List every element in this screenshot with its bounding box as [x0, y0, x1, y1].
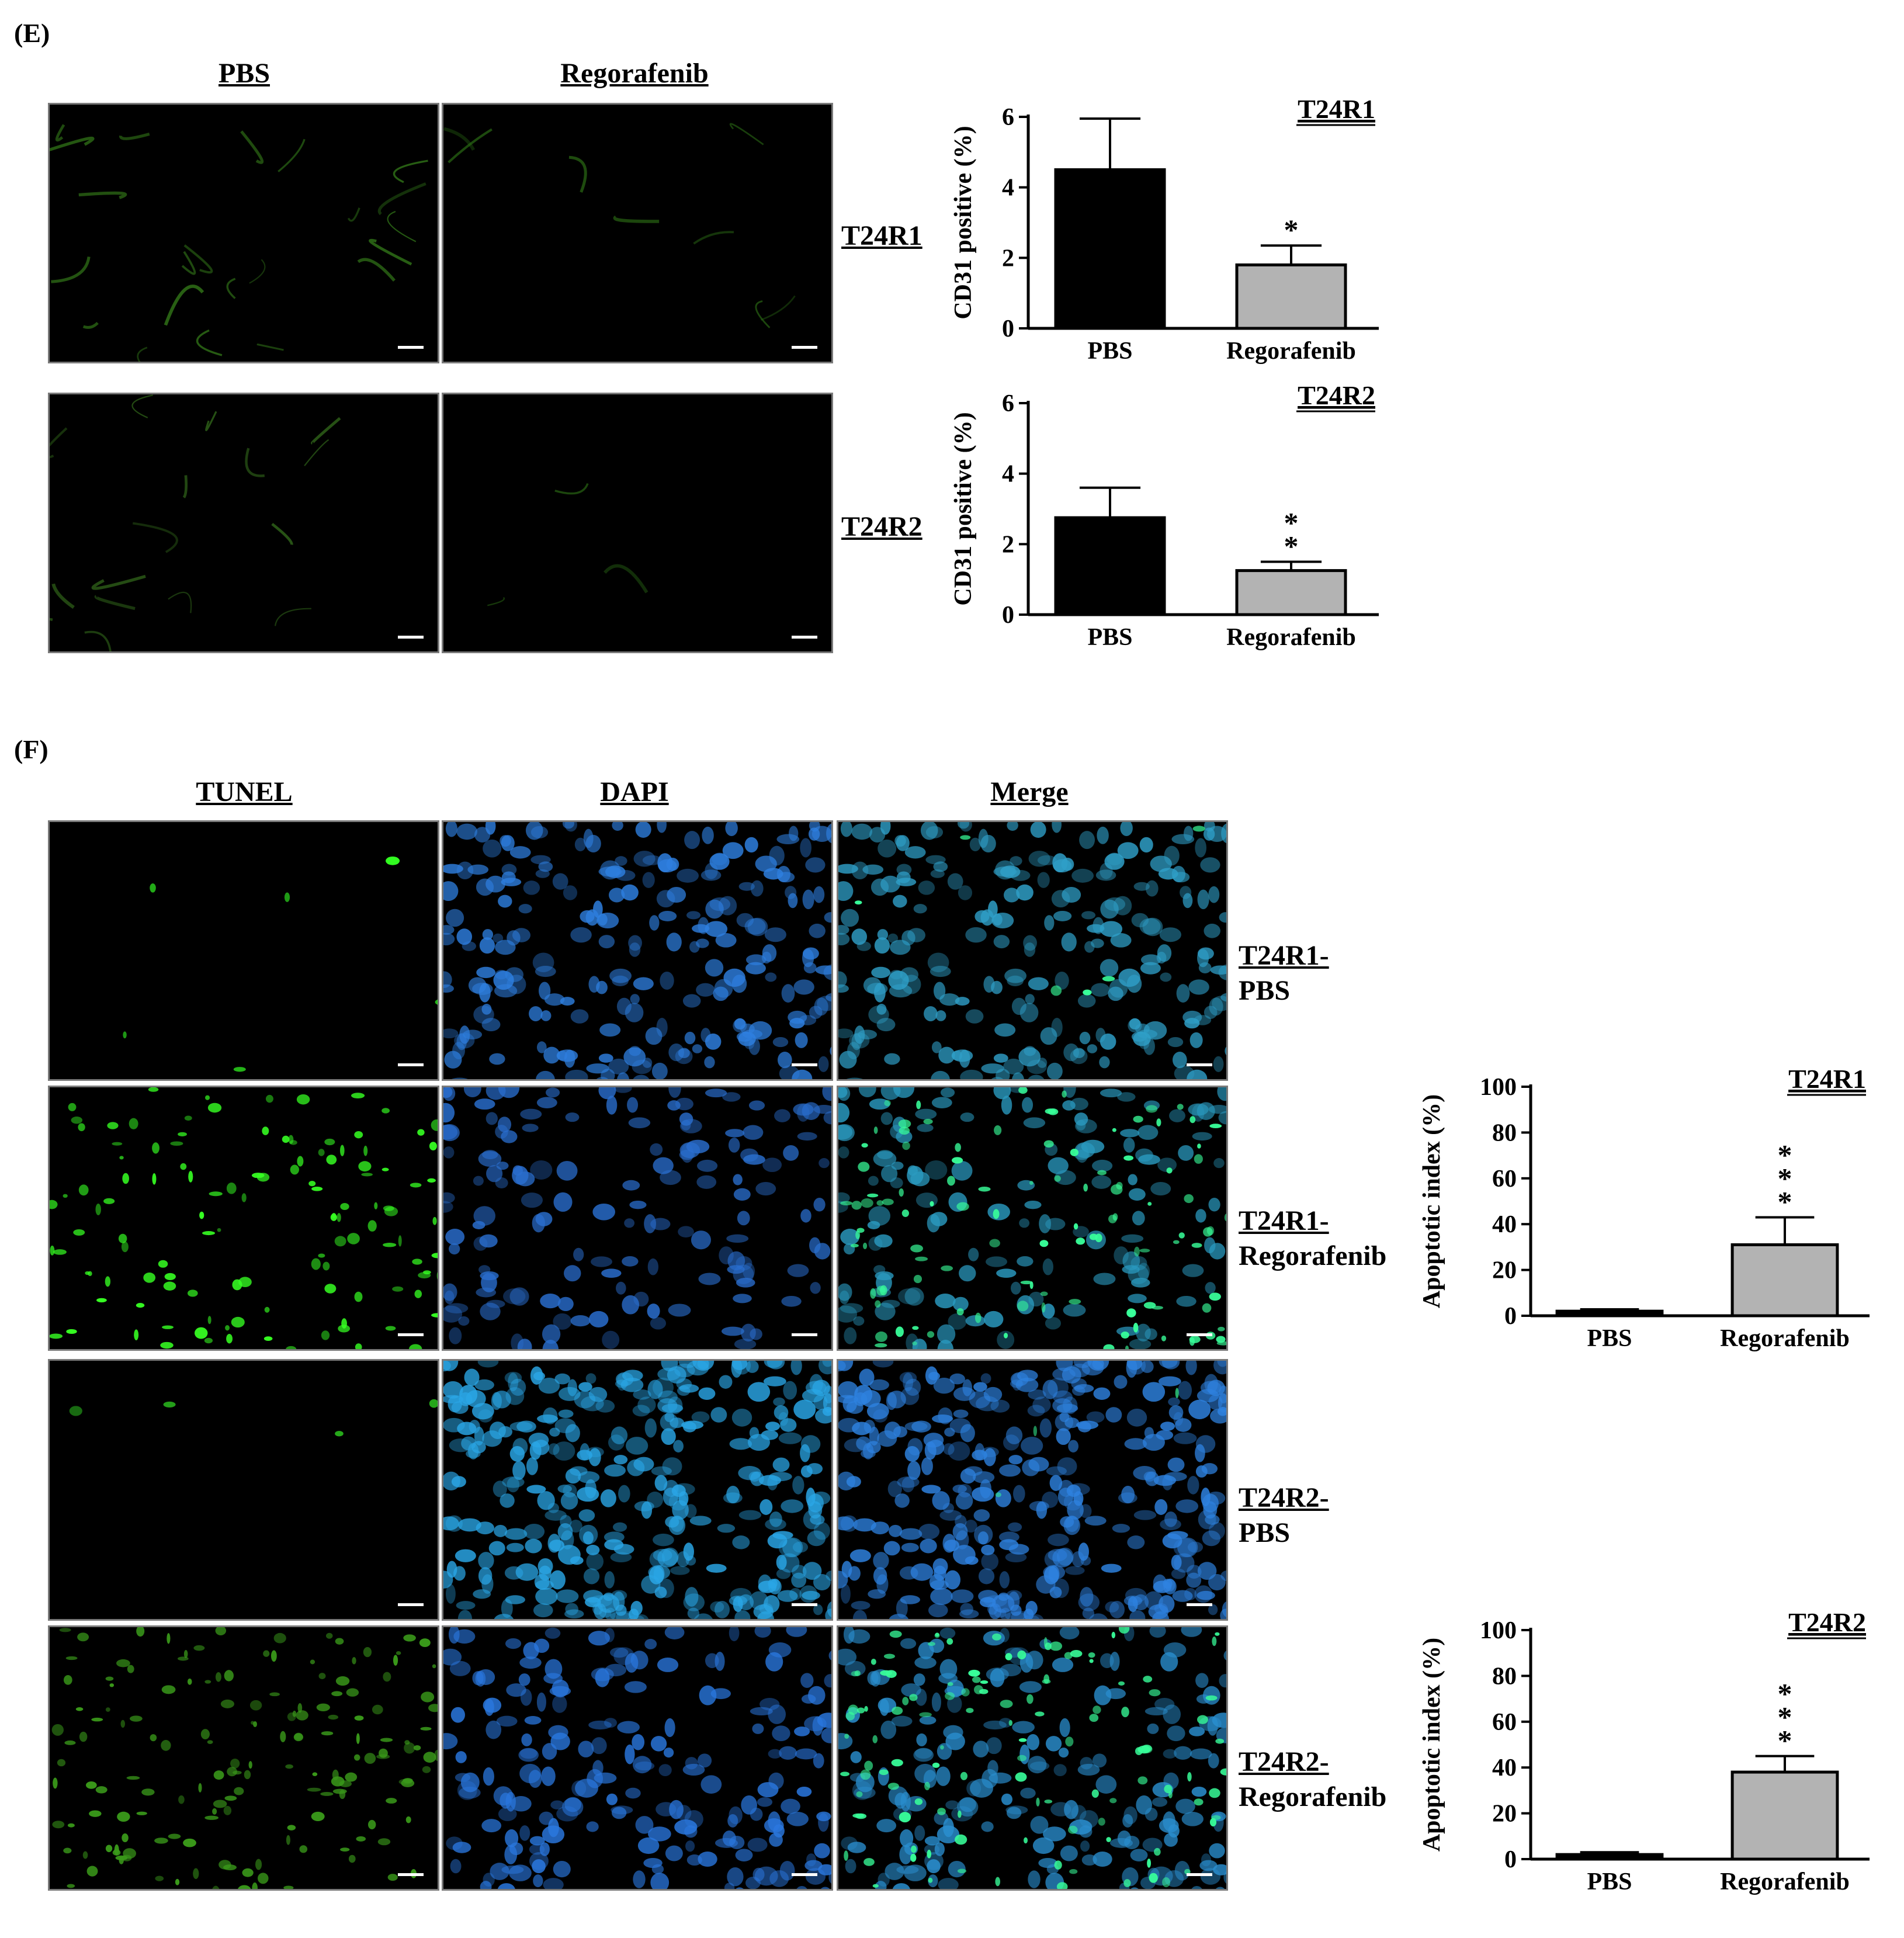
- bar-regorafenib: [1235, 569, 1347, 616]
- micrograph-f-t24r1-pbs-tunel: [48, 820, 439, 1081]
- micrograph-e-t24r2-pbs: [48, 393, 439, 653]
- y-tick-label: 0: [1504, 1303, 1517, 1330]
- bar-pbs: [1555, 1309, 1664, 1318]
- y-axis-label: CD31 positive (%): [950, 412, 977, 605]
- chart-title: T24R1: [1298, 94, 1375, 124]
- micrograph-f-t24r1-regorafenib-tunel: [48, 1086, 439, 1351]
- bar-regorafenib: [1730, 1243, 1839, 1318]
- y-axis-label: Apoptotic index (%): [1419, 1094, 1445, 1308]
- y-tick-label: 60: [1492, 1166, 1517, 1192]
- micrograph-e-t24r1-pbs: [48, 103, 439, 363]
- micrograph-f-t24r1-regorafenib-merge: [837, 1086, 1228, 1351]
- col-title-dapi: DAPI: [600, 776, 669, 807]
- row-label-t24r1-pbs: T24R1- PBS: [1239, 940, 1329, 1006]
- x-tick-label: PBS: [1587, 1868, 1632, 1895]
- significance-star: *: [1284, 507, 1299, 539]
- chart-apoptotic-t24r2: Apoptotic index (%)020406080100PBS***Reg…: [1419, 1607, 1870, 1895]
- y-tick-label: 0: [1002, 602, 1014, 629]
- bar-pbs: [1054, 516, 1166, 616]
- col-title-merge: Merge: [990, 776, 1069, 807]
- micrograph-e-t24r1-regorafenib: [442, 103, 833, 363]
- y-tick-label: 2: [1002, 531, 1014, 558]
- y-tick-label: 2: [1002, 245, 1014, 272]
- x-tick-label: Regorafenib: [1720, 1868, 1850, 1895]
- micrograph-f-t24r1-pbs-dapi: [442, 820, 833, 1081]
- micrograph-f-t24r2-pbs-dapi: [442, 1359, 833, 1621]
- y-tick-label: 100: [1480, 1074, 1517, 1101]
- row-label-t24r2: T24R2: [841, 511, 922, 542]
- chart-cd31-t24r2: CD31 positive (%) 0 2 4 6 PBS ** Regorafenib T24…: [950, 380, 1379, 651]
- micrograph-e-t24r2-regorafenib: [442, 393, 833, 653]
- chart-title: T24R2: [1788, 1607, 1866, 1637]
- micrograph-f-t24r1-regorafenib-dapi: [442, 1086, 833, 1351]
- y-axis-label: CD31 positive (%): [950, 126, 977, 319]
- x-tick-label: Regorafenib: [1720, 1325, 1850, 1352]
- col-title-regorafenib: Regorafenib: [560, 58, 709, 89]
- chart-title: T24R2: [1298, 380, 1375, 410]
- x-tick-label: Regorafenib: [1226, 624, 1356, 651]
- significance-star: *: [1778, 1138, 1792, 1171]
- micrograph-f-t24r2-regorafenib-tunel: [48, 1625, 439, 1891]
- bar-regorafenib: [1235, 263, 1347, 330]
- panel-f-label: (F): [14, 734, 48, 764]
- chart-apoptotic-t24r1: Apoptotic index (%)020406080100PBS***Reg…: [1419, 1064, 1870, 1352]
- y-tick-label: 4: [1002, 461, 1014, 488]
- significance-star: *: [1284, 213, 1299, 246]
- y-tick-label: 80: [1492, 1119, 1517, 1146]
- col-title-tunel: TUNEL: [196, 776, 293, 807]
- significance-star: *: [1778, 1724, 1792, 1757]
- bar-regorafenib: [1730, 1770, 1839, 1861]
- micrograph-f-t24r2-regorafenib-merge: [837, 1625, 1228, 1891]
- micrograph-f-t24r2-regorafenib-dapi: [442, 1625, 833, 1891]
- y-tick-label: 6: [1002, 104, 1014, 131]
- y-tick-label: 0: [1002, 316, 1014, 342]
- panel-e-label: (E): [14, 18, 50, 48]
- y-tick-label: 80: [1492, 1663, 1517, 1690]
- significance-star: *: [1778, 1185, 1792, 1218]
- bar-pbs: [1054, 168, 1166, 330]
- col-title-pbs: PBS: [218, 58, 270, 89]
- x-tick-label: PBS: [1587, 1325, 1632, 1352]
- y-tick-label: 20: [1492, 1801, 1517, 1828]
- significance-star: *: [1778, 1677, 1792, 1710]
- y-tick-label: 40: [1492, 1755, 1517, 1781]
- y-tick-label: 0: [1504, 1846, 1517, 1873]
- y-tick-label: 4: [1002, 175, 1014, 202]
- micrograph-f-t24r1-pbs-merge: [837, 820, 1228, 1081]
- row-label-t24r1-regorafenib: T24R1- Regorafenib: [1239, 1205, 1387, 1271]
- chart-title: T24R1: [1788, 1064, 1866, 1094]
- y-tick-label: 20: [1492, 1257, 1517, 1284]
- y-tick-label: 40: [1492, 1211, 1517, 1238]
- y-tick-label: 6: [1002, 390, 1014, 417]
- x-tick-label: PBS: [1087, 624, 1132, 651]
- bar-pbs: [1555, 1853, 1664, 1861]
- micrograph-f-t24r2-pbs-tunel: [48, 1359, 439, 1621]
- micrograph-f-t24r2-pbs-merge: [837, 1359, 1228, 1621]
- y-tick-label: 100: [1480, 1617, 1517, 1644]
- significance-star: *: [1284, 530, 1299, 563]
- y-tick-label: 60: [1492, 1709, 1517, 1736]
- row-label-t24r2-pbs: T24R2- PBS: [1239, 1482, 1329, 1548]
- row-label-t24r1: T24R1: [841, 220, 922, 251]
- significance-star: *: [1778, 1162, 1792, 1194]
- chart-cd31-t24r1: CD31 positive (%) 0 2 4 6 PBS * Regorafenib T24R…: [950, 94, 1379, 365]
- x-tick-label: Regorafenib: [1226, 338, 1356, 365]
- y-axis-label: Apoptotic index (%): [1419, 1638, 1445, 1852]
- x-tick-label: PBS: [1087, 338, 1132, 365]
- significance-star: *: [1778, 1701, 1792, 1734]
- row-label-t24r2-regorafenib: T24R2- Regorafenib: [1239, 1746, 1387, 1812]
